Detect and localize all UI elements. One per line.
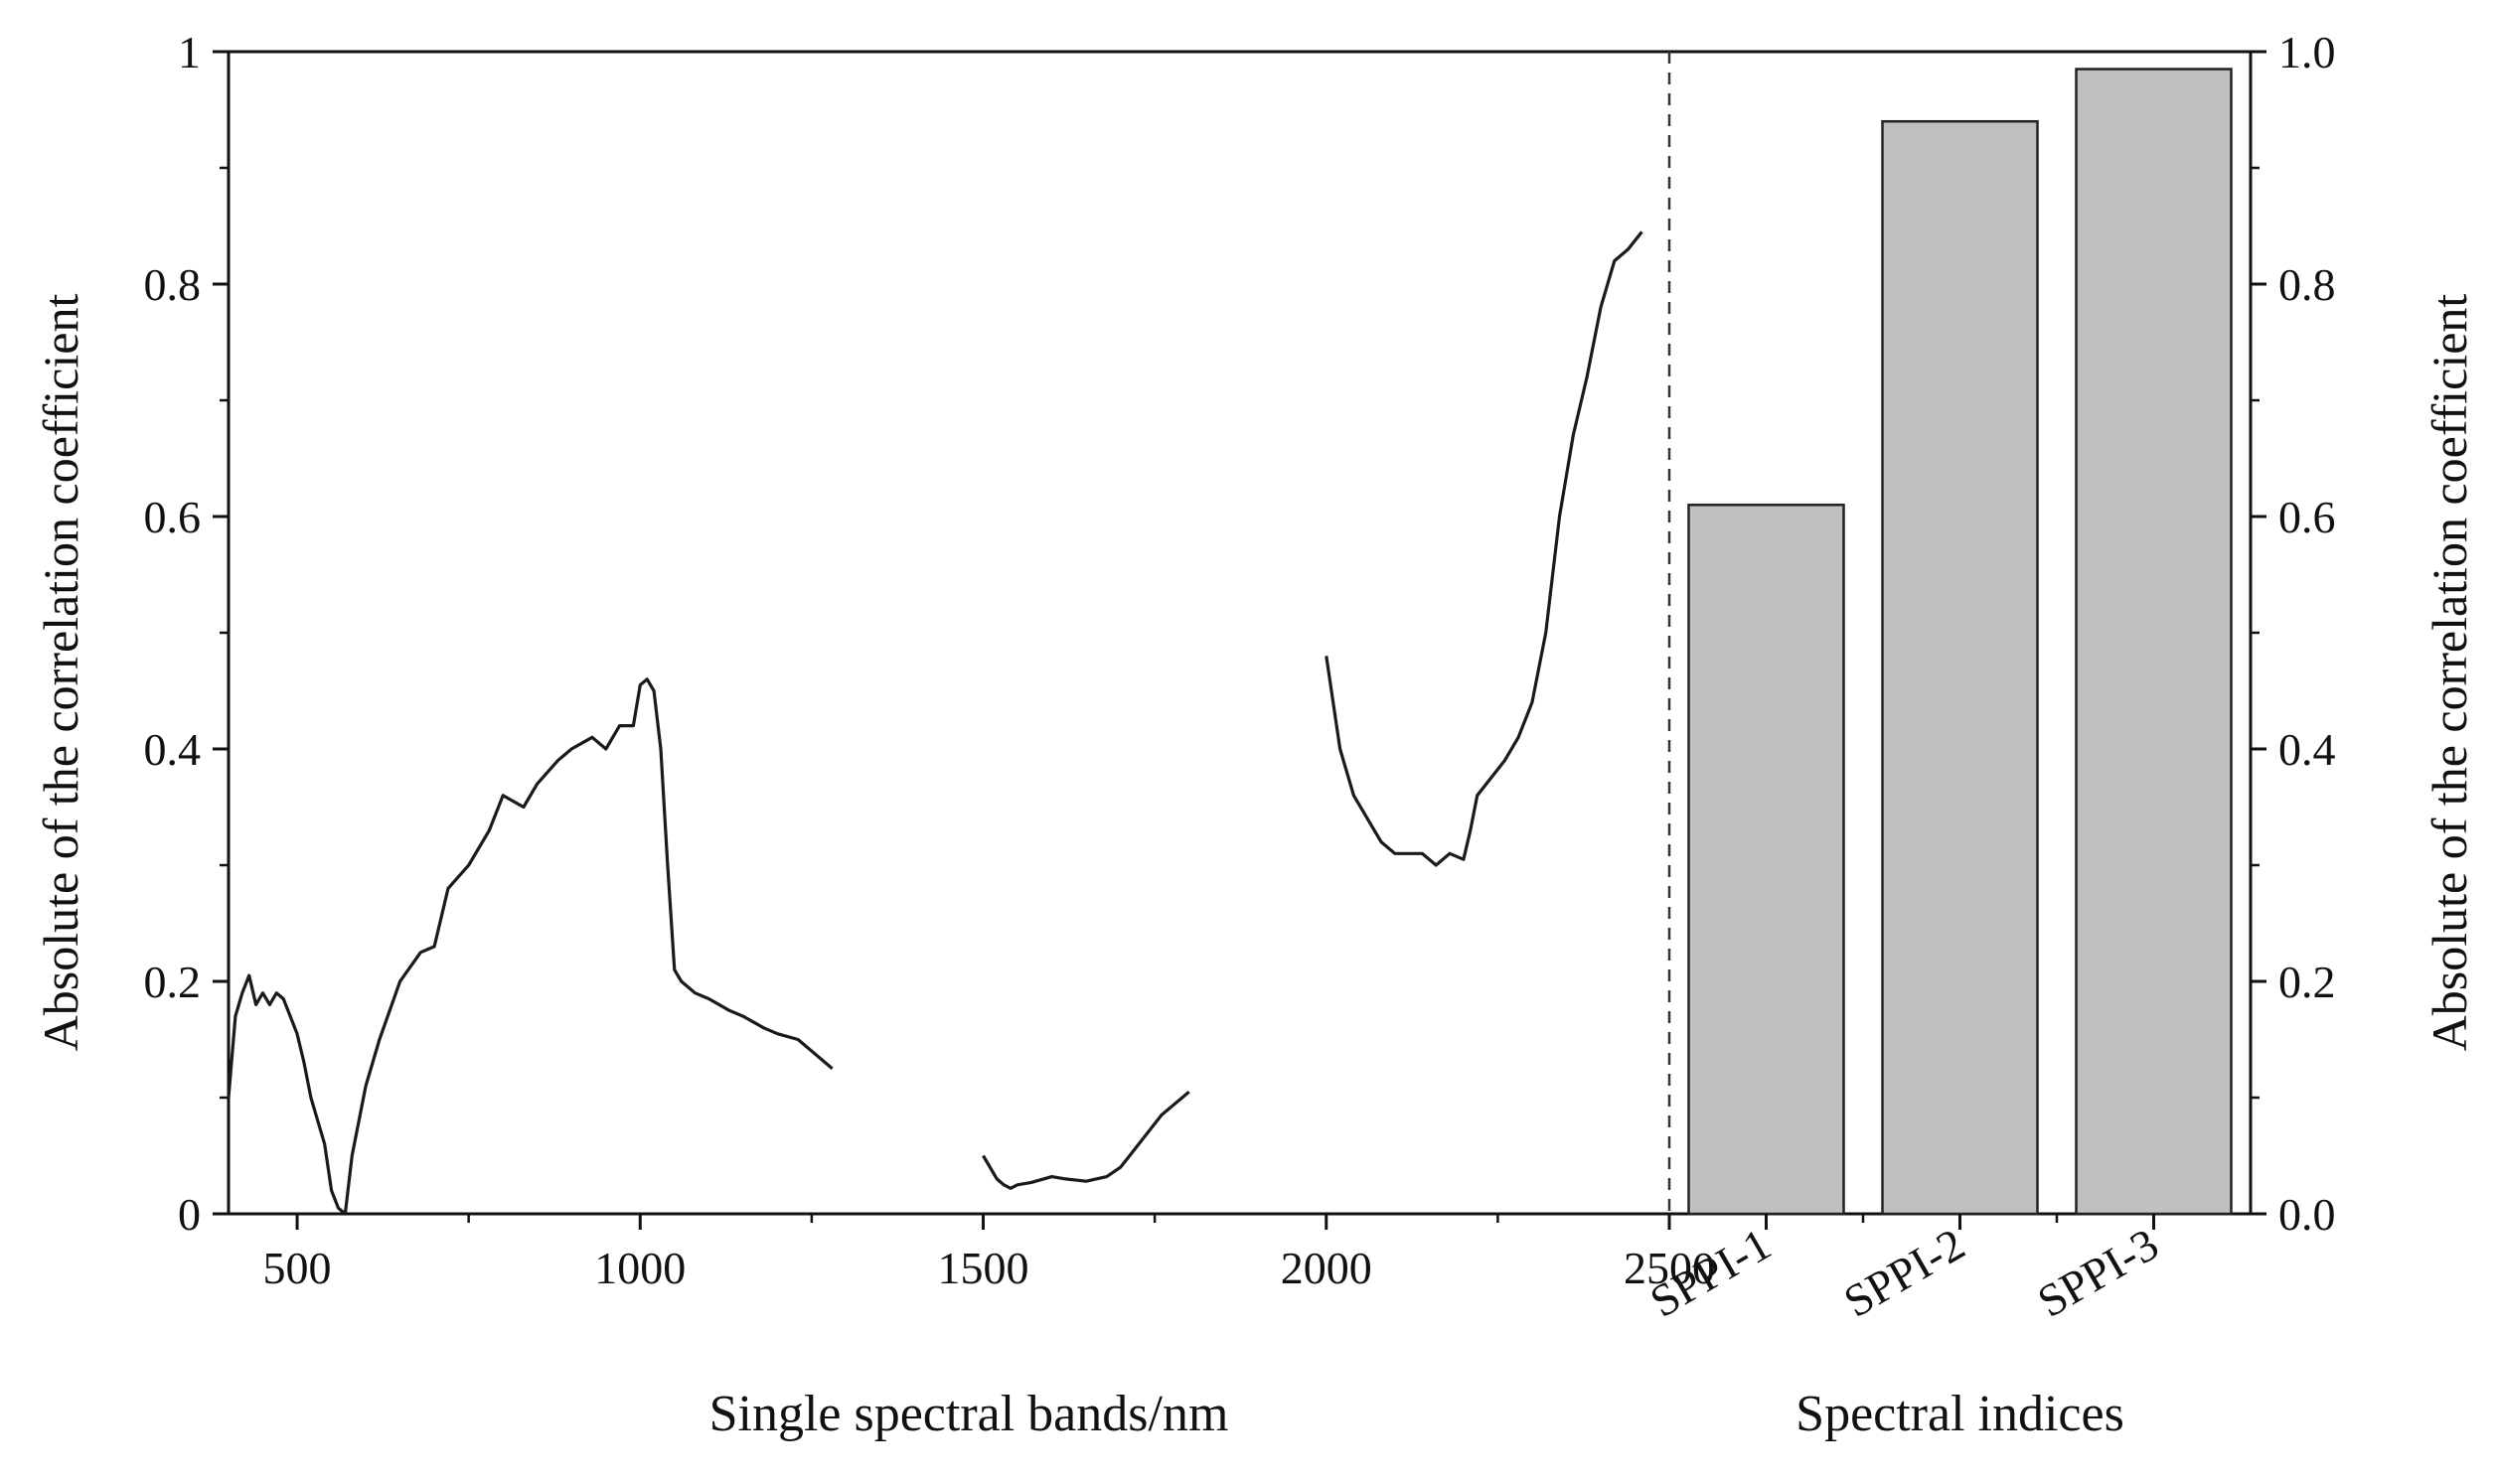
x-tick-label: 1500 [938, 1243, 1029, 1293]
x-tick-label: 500 [263, 1243, 332, 1293]
bar-category-label: SPPI-3 [2029, 1218, 2166, 1326]
right-y-tick-label: 0.8 [2278, 259, 2336, 310]
x-axis-title-indices: Spectral indices [1795, 1386, 2124, 1442]
right-y-axis-title: Absolute of the correlation coefficient [2421, 294, 2477, 1052]
bar-sppi-1 [1687, 504, 1845, 1216]
bar-sppi-2 [1881, 119, 2039, 1216]
right-y-tick-label: 0.6 [2278, 492, 2336, 542]
left-y-tick-label: 0.4 [144, 724, 202, 775]
right-y-tick-label: 1.0 [2278, 27, 2336, 77]
bar-category-label: SPPI-1 [1641, 1218, 1779, 1326]
left-y-tick-label: 0.6 [144, 492, 202, 542]
left-y-tick-label: 1 [178, 27, 201, 77]
right-y-tick-label: 0.0 [2278, 1189, 2336, 1240]
x-tick-label: 2000 [1281, 1243, 1372, 1293]
right-y-tick-label: 0.4 [2278, 724, 2336, 775]
bar-category-label: SPPI-2 [1835, 1218, 1972, 1326]
spectral-line-segment-2 [982, 1090, 1190, 1190]
x-axis-title-bands: Single spectral bands/nm [709, 1386, 1229, 1442]
spectral-line-segment-1 [227, 677, 834, 1216]
left-y-tick-label: 0 [178, 1189, 201, 1240]
left-y-tick-label: 0.2 [144, 957, 202, 1007]
x-tick-label: 1000 [594, 1243, 686, 1293]
spectral-line-segment-3 [1325, 230, 1643, 867]
right-y-tick-label: 0.2 [2278, 957, 2336, 1007]
x-tick-label: 2500 [1624, 1243, 1715, 1293]
left-y-axis-title: Absolute of the correlation coefficient [33, 294, 88, 1052]
bar-sppi-3 [2075, 68, 2233, 1216]
left-y-tick-label: 0.8 [144, 259, 202, 310]
